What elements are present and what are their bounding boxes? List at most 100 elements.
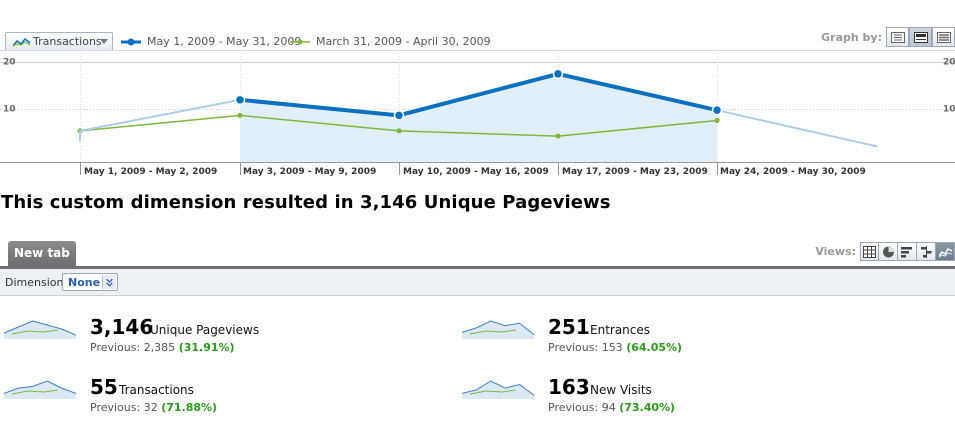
sparkline-line [4,320,76,336]
view-bar-button[interactable] [898,242,917,261]
legend-swatch-current-icon [121,38,141,45]
x-tick-label: May 1, 2009 - May 2, 2009 [84,167,217,177]
view-comparison-button[interactable] [917,242,936,261]
scorecard-change: (64.05%) [626,341,683,354]
data-point-previous [555,133,561,139]
chevron-down-icon [100,39,108,44]
scorecard-previous-value: Previous: 153 [548,341,623,354]
comparison-icon [920,245,931,258]
legend-current-label: May 1, 2009 - May 31, 2009 [147,35,302,48]
bar-icon [900,246,912,257]
y-tick-label-left: 10 [3,105,16,115]
dimension-select-value: None [68,276,101,289]
sparkline-previous-line [469,329,517,335]
sparkline [462,380,534,399]
scorecard-previous-value: Previous: 94 [548,401,616,414]
scorecard-metric-label: Entrances [590,323,651,337]
scorecard-change: (71.88%) [161,401,218,414]
scorecard-unique-pageviews: 3,146 Unique Pageviews Previous: 2,385 (… [4,315,404,365]
series-line-current [239,71,718,118]
view-performance-button[interactable] [936,242,955,261]
sparkline-line [462,380,534,396]
data-point-previous [714,118,720,124]
scorecard-previous: Previous: 2,385 (31.91%) [90,341,235,354]
scorecard-previous: Previous: 94 (73.40%) [548,401,675,414]
sparkline-area [4,381,76,399]
sparkline [462,320,534,339]
x-tick-label: May 10, 2009 - May 16, 2009 [403,167,549,177]
scorecard-metric-label: Transactions [119,383,194,397]
table-icon [863,245,876,258]
legend-previous-label: March 31, 2009 - April 30, 2009 [316,35,491,48]
sparkline-previous-line [11,389,59,395]
legend-current-period: May 1, 2009 - May 31, 2009 [121,35,301,48]
sparkline [4,320,76,339]
y-tick-label-right: 10 [943,105,955,115]
view-switcher: Views: [815,242,955,261]
graph-by-label: Graph by: [821,30,882,44]
sparkline-line [4,380,76,394]
y-tick-label-left: 20 [3,58,16,68]
scorecard-previous: Previous: 153 (64.05%) [548,341,682,354]
sparkline-area [462,381,534,399]
data-point-current [711,104,723,116]
view-table-button[interactable] [860,242,879,261]
chart-canvas: 20 20 10 10 May 1, 2009 - May 2, 2009 May 3, … [0,50,955,177]
page-title: This custom dimension resulted in 3,146 … [1,192,611,213]
line-chart-icon [13,37,31,47]
graph-toolbar: Transactions May 1, 2009 - May 31, 2009 … [0,27,955,51]
scorecard-transactions: 55 Transactions Previous: 32 (71.88%) [4,375,404,425]
graph-by-control: Graph by: [821,27,955,47]
metric-selector[interactable]: Transactions [5,32,113,51]
graph-by-week-button[interactable] [909,27,932,47]
performance-icon [938,247,952,257]
y-tick-label-right: 20 [943,58,955,68]
dimension-bar: Dimension: None [0,269,955,296]
scorecard-value: 251 [548,315,590,339]
month-icon [936,31,951,43]
scorecard-metric-label: Unique Pageviews [150,323,260,337]
legend-swatch-previous-icon [290,39,310,44]
sparkline-line [462,320,534,336]
scorecard-previous: Previous: 32 (71.88%) [90,401,217,414]
scorecard-metric-label: New Visits [590,383,652,397]
tab-new[interactable]: New tab [8,241,76,266]
data-point-current [234,94,246,106]
sparkline-previous-line [469,389,517,395]
metric-selector-label: Transactions [33,35,102,48]
x-tick-label: May 24, 2009 - May 30, 2009 [720,167,866,177]
series-line-current-faded-start [79,98,241,142]
x-tick-label: May 3, 2009 - May 9, 2009 [243,167,376,177]
legend-previous-period: March 31, 2009 - April 30, 2009 [290,35,491,48]
scorecard-value: 163 [548,375,590,399]
highlight-area [240,73,717,162]
scorecard-change: (73.40%) [619,401,676,414]
scorecard-change: (31.91%) [178,341,235,354]
scorecard-entrances: 251 Entrances Previous: 153 (64.05%) [462,315,862,365]
pie-icon [882,246,894,257]
views-label: Views: [815,245,856,258]
data-point-previous [237,112,243,118]
tab-divider [0,266,955,269]
graph-by-month-button[interactable] [932,27,955,47]
data-point-current [552,68,564,80]
scorecard-previous-value: Previous: 2,385 [90,341,176,354]
scorecard-previous-value: Previous: 32 [90,401,158,414]
transactions-chart: 20 20 10 10 May 1, 2009 - May 2, 2009 May 3, … [0,50,955,180]
series-line-current-faded-end [716,109,878,148]
x-tick-label: May 17, 2009 - May 23, 2009 [562,167,708,177]
scorecard-new-visits: 163 New Visits Previous: 94 (73.40%) [462,375,862,425]
week-icon [913,31,928,43]
day-icon [890,31,905,43]
chevron-down-icon [102,275,116,289]
scorecard-value: 3,146 [90,315,154,339]
data-point-current [393,110,405,121]
graph-by-day-button[interactable] [886,27,909,47]
view-pie-button[interactable] [879,242,898,261]
scorecard-value: 55 [90,375,118,399]
dimension-label: Dimension: [5,276,68,289]
sparkline-area [462,321,534,339]
sparkline-previous-line [11,329,59,335]
dimension-select[interactable]: None [62,273,118,291]
sparkline [4,380,76,399]
